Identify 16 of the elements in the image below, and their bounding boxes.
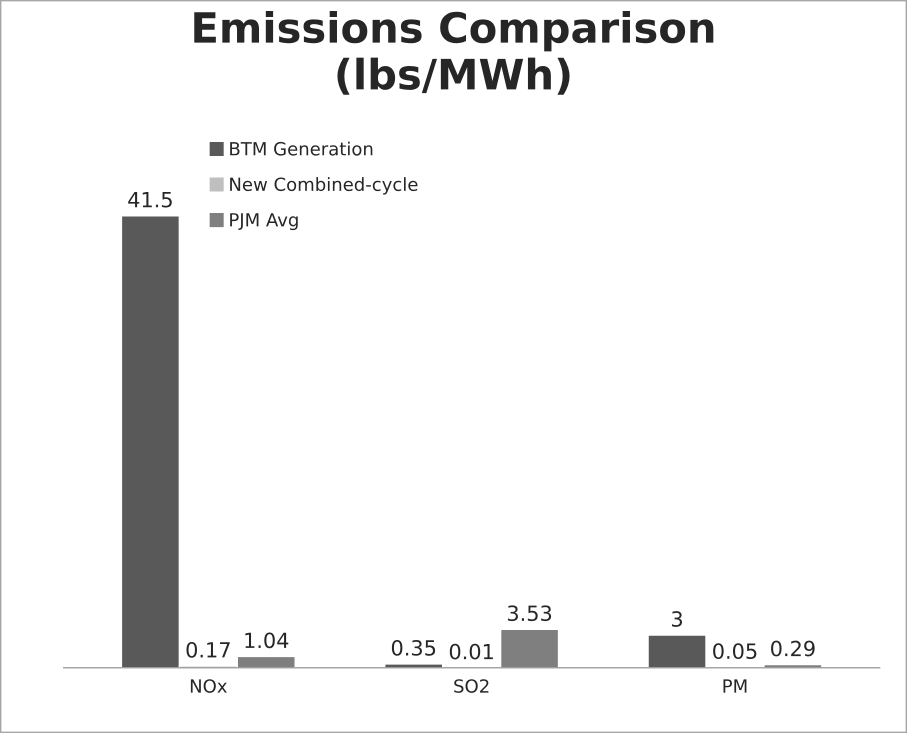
data-label: 0.01 — [450, 644, 493, 660]
data-label: 3 — [672, 611, 682, 627]
legend-label: New Combined-cycle — [230, 177, 418, 195]
data-label: 0.05 — [713, 643, 756, 660]
x-tick-label: NOx — [190, 679, 227, 693]
data-label: 3.53 — [508, 605, 552, 622]
chart-title: Emissions Comparison (lbs/MWh) — [194, 10, 714, 95]
data-label: 0.17 — [186, 642, 230, 658]
x-tick-label: PM — [724, 679, 746, 693]
x-tick-label: SO2 — [454, 679, 488, 693]
data-label: 0.35 — [392, 640, 436, 656]
data-label: 0.29 — [771, 640, 815, 656]
legend-label: BTM Generation — [230, 142, 372, 156]
data-label: 41.5 — [128, 192, 172, 208]
data-label: 1.04 — [245, 632, 288, 648]
legend-label: PJM Avg — [230, 213, 298, 230]
